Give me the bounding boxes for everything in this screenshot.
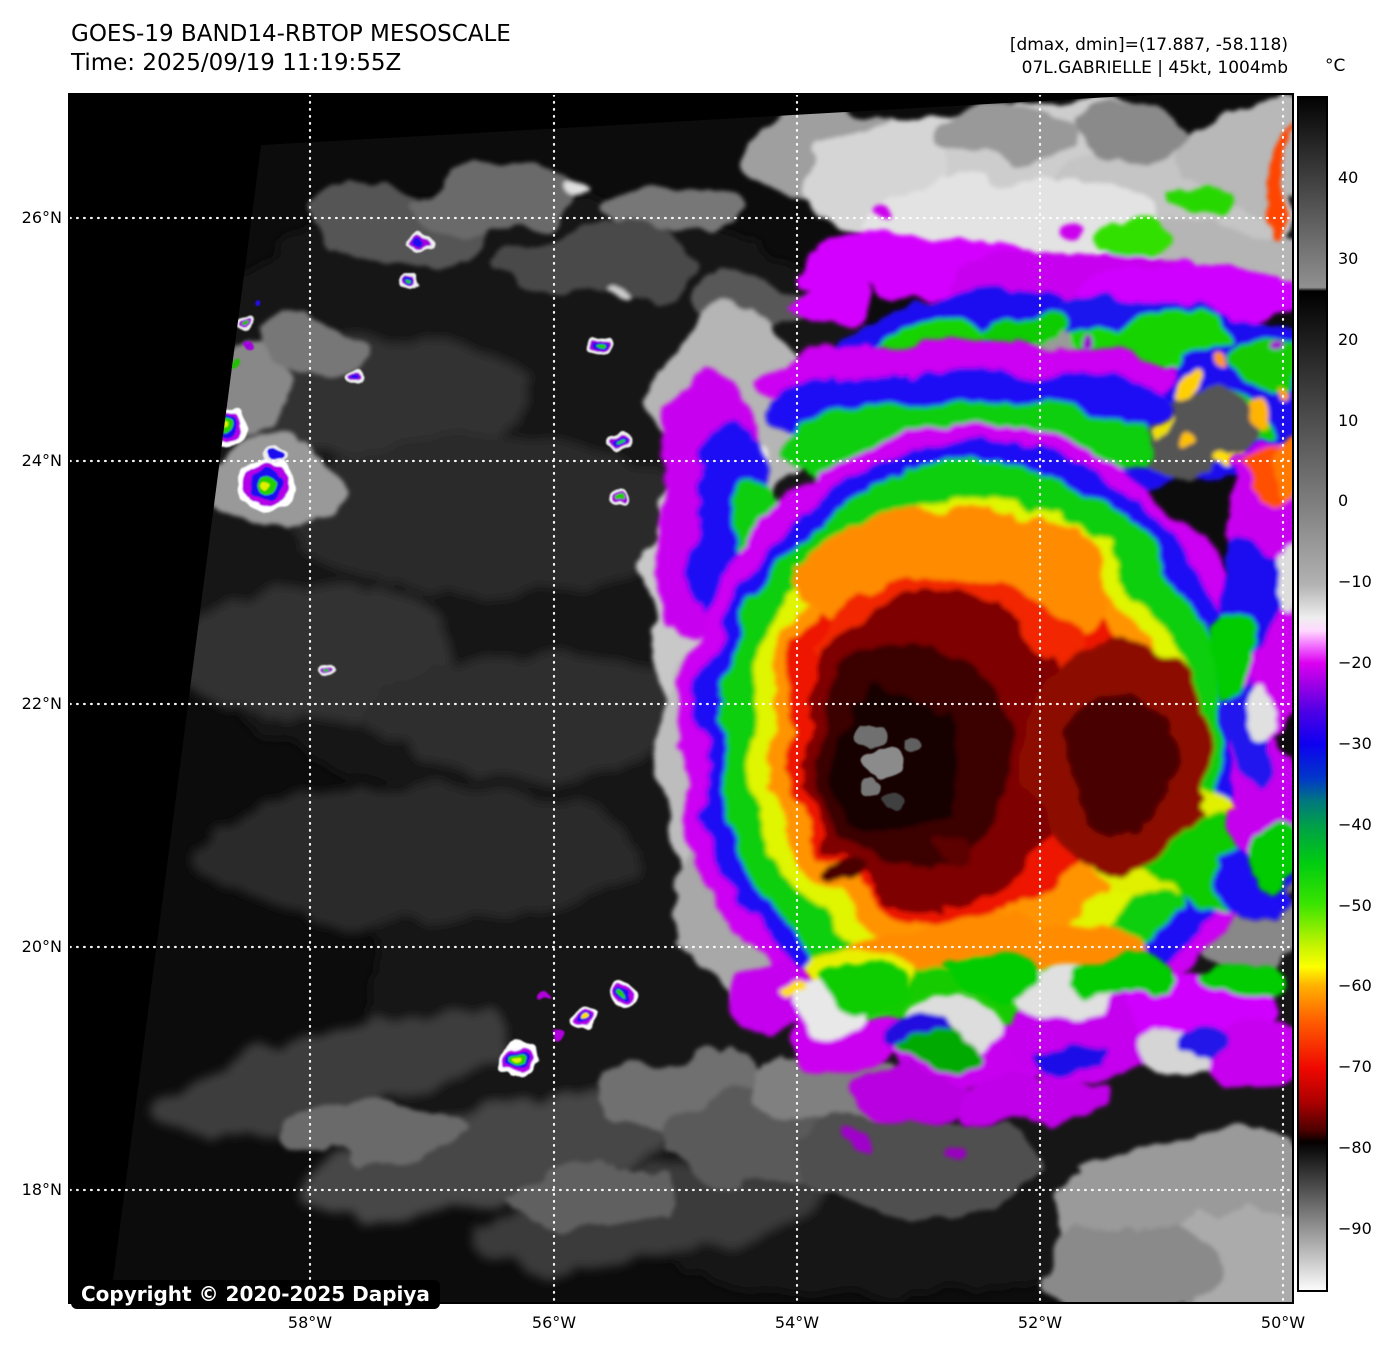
colorbar-tick-0: 0 (1338, 491, 1349, 510)
lat-label-18n: 18°N (21, 1180, 62, 1199)
graticule-gridlines (70, 95, 1292, 1302)
satellite-imagery (70, 95, 1292, 1302)
data-region (110, 95, 1292, 1302)
colorbar-tick-m50: −50 (1338, 896, 1372, 915)
lon-label-58w: 58°W (287, 1313, 333, 1332)
lon-label-56w: 56°W (531, 1313, 577, 1332)
satellite-map (68, 93, 1294, 1304)
colorbar-tick-m60: −60 (1338, 976, 1372, 995)
colorbar-tick-m40: −40 (1338, 815, 1372, 834)
copyright-badge: Copyright © 2020-2025 Dapiya (71, 1280, 440, 1309)
colorbar (1297, 96, 1328, 1292)
eastern-fringe (1210, 425, 1292, 895)
southern-fringe-band (725, 953, 1292, 1162)
colorbar-tick-30: 30 (1338, 249, 1359, 268)
colorbar-tick-m20: −20 (1338, 653, 1372, 672)
colorbar-tick-m30: −30 (1338, 734, 1372, 753)
colorbar-tick-m80: −80 (1338, 1138, 1372, 1157)
lat-label-26n: 26°N (21, 208, 62, 227)
colorbar-tick-20: 20 (1338, 330, 1359, 349)
timestamp-line: Time: 2025/09/19 11:19:55Z (71, 50, 402, 76)
colorbar-tick-m70: −70 (1338, 1057, 1372, 1076)
lat-label-20n: 20°N (21, 937, 62, 956)
lon-label-50w: 50°W (1260, 1313, 1306, 1332)
colorbar-unit-label: °C (1325, 56, 1346, 76)
dmax-dmin-readout: [dmax, dmin]=(17.887, -58.118) (1009, 35, 1288, 55)
colorbar-tick-40: 40 (1338, 168, 1359, 187)
colorbar-tick-10: 10 (1338, 411, 1359, 430)
overshooting-tops (854, 723, 918, 809)
lon-label-52w: 52°W (1017, 1313, 1063, 1332)
lat-label-22n: 22°N (21, 694, 62, 713)
colorbar-tick-m10: −10 (1338, 572, 1372, 591)
storm-cold-cloud-shield (650, 342, 1292, 1065)
colorbar-tick-m90: −90 (1338, 1219, 1372, 1238)
page-title: GOES-19 BAND14-RBTOP MESOSCALE (71, 21, 511, 47)
lon-label-54w: 54°W (774, 1313, 820, 1332)
storm-info-readout: 07L.GABRIELLE | 45kt, 1004mb (1021, 58, 1288, 78)
lat-label-24n: 24°N (21, 451, 62, 470)
isolated-convective-cells (201, 234, 635, 1076)
